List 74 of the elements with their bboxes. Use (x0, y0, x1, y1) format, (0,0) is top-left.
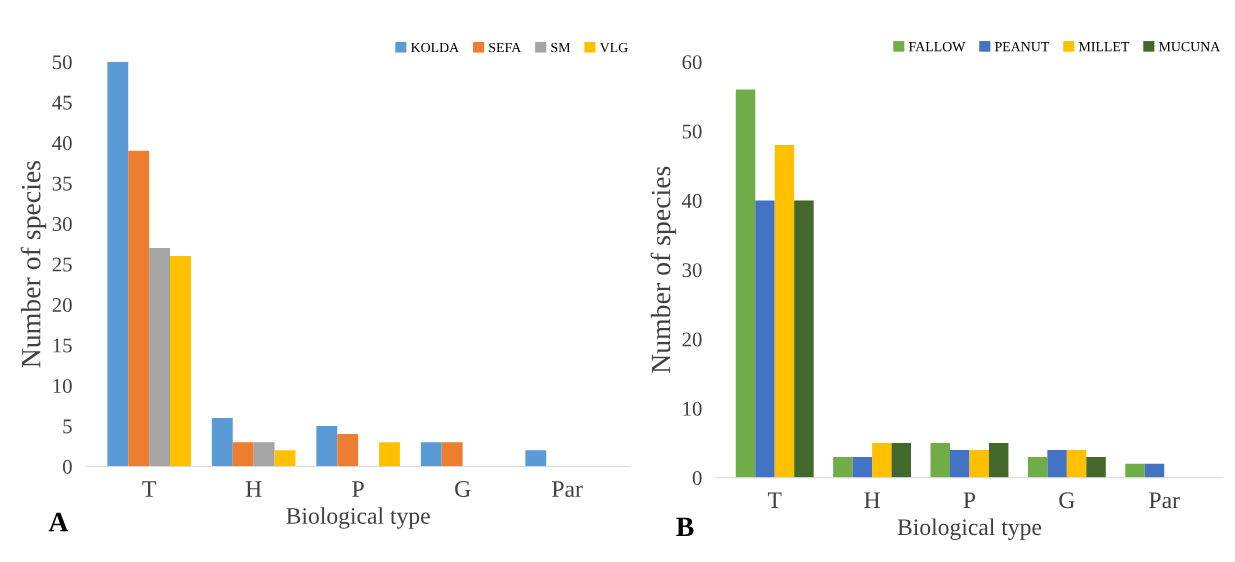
legend-label: VLG (599, 42, 628, 53)
legend-label: FALLOW (908, 41, 966, 52)
bar (833, 456, 853, 478)
bar (316, 426, 338, 467)
y-tick-label: 60 (682, 55, 702, 70)
bar (872, 443, 892, 478)
x-tick-label: P (352, 481, 364, 497)
bar (852, 456, 873, 478)
bar (128, 150, 150, 467)
x-tick-label: T (767, 492, 782, 508)
bar (379, 442, 400, 467)
bar (794, 200, 814, 478)
legend-label: MUCUNA (1158, 41, 1221, 52)
x-tick-label: G (1059, 492, 1075, 509)
x-axis-title: Biological type (286, 507, 430, 529)
bar (107, 61, 129, 467)
x-axis-title: Biological type (897, 518, 1042, 541)
bar (232, 442, 254, 467)
y-axis-title: Number of species (20, 161, 47, 368)
bar (1086, 456, 1106, 478)
bar (1066, 449, 1087, 478)
y-tick-label: 30 (682, 263, 702, 278)
legend-label: PEANUT (994, 42, 1050, 52)
bar (774, 145, 795, 478)
legend-label: SM (551, 42, 571, 53)
y-tick-label: 10 (53, 378, 72, 393)
bar (1144, 463, 1165, 478)
y-tick-label: 0 (62, 459, 72, 474)
bar (755, 200, 775, 478)
y-tick-label: 40 (52, 136, 72, 151)
y-tick-label: 30 (52, 217, 72, 232)
x-tick-label: T (142, 481, 156, 497)
y-tick-label: 45 (52, 95, 72, 110)
y-tick-label: 35 (52, 176, 72, 191)
bar (1125, 463, 1145, 478)
legend-label: KOLDA (410, 42, 460, 53)
bar (170, 256, 191, 467)
bar (969, 449, 989, 478)
bar (1047, 449, 1067, 478)
x-tick-label: H (245, 481, 262, 497)
bar (891, 443, 912, 478)
bar (211, 417, 233, 467)
bar (735, 89, 756, 478)
x-tick-label: Par (552, 481, 583, 497)
x-tick-label: Par (1149, 492, 1180, 509)
bar (274, 450, 296, 467)
y-tick-label: 25 (52, 257, 72, 272)
bar (950, 449, 970, 478)
y-axis-title: Number of species (650, 166, 677, 374)
bar (930, 443, 950, 478)
bar (420, 442, 442, 467)
y-tick-label: 10 (683, 401, 702, 416)
bar (253, 442, 275, 467)
y-tick-label: 20 (682, 332, 702, 347)
legend-label: MILLET (1078, 42, 1130, 52)
bar (988, 443, 1009, 478)
x-tick-label: P (963, 492, 976, 508)
y-tick-label: 40 (681, 193, 702, 208)
x-tick-label: H (864, 492, 880, 508)
bar (441, 442, 463, 467)
bar (525, 450, 547, 467)
y-tick-label: 15 (53, 338, 72, 353)
y-tick-label: 20 (52, 297, 72, 313)
legend-label: SEFA (489, 42, 522, 53)
y-tick-label: 50 (682, 124, 702, 139)
y-tick-label: 5 (63, 419, 72, 434)
text: B (676, 517, 694, 537)
x-tick-label: G (455, 481, 471, 497)
bar (1027, 456, 1048, 478)
y-tick-label: 50 (52, 55, 72, 70)
bar (337, 434, 359, 467)
y-tick-label: 0 (692, 471, 702, 486)
text: A (48, 512, 69, 532)
bar (149, 247, 171, 467)
